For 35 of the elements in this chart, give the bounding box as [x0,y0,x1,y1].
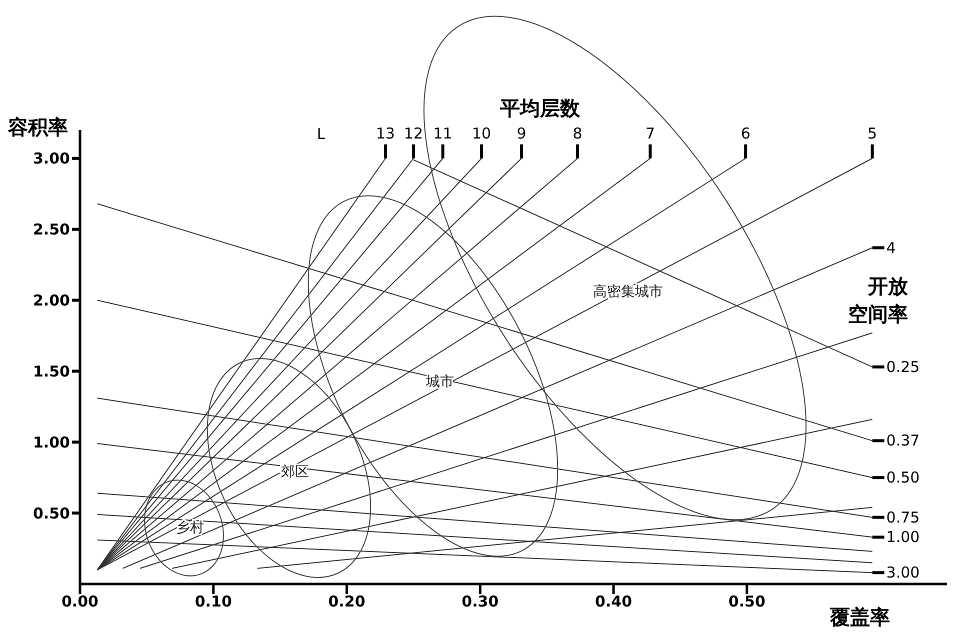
y-tick-label: 0.50 [32,504,70,522]
series-label: 0.25 [886,358,920,376]
x-tick-label: 0.50 [728,592,766,611]
series-label: 4 [886,238,896,257]
text: 平均层数 [499,95,581,122]
series-label: 3.00 [886,564,920,582]
series-label: 6 [740,124,750,142]
series-label: 1.00 [886,528,920,546]
y-tick-label: 1.50 [32,362,70,381]
x-axis-title: 覆盖率 [829,605,890,629]
series-label: 12 [404,124,424,142]
series-label: 0.50 [886,468,920,487]
annotation: 郊区 [281,464,309,480]
x-tick-label: 0.00 [61,592,99,611]
annotation: 开放空间率 [848,273,909,328]
y-tick-label: 2.00 [32,292,70,310]
series-label: 0.75 [886,508,920,526]
series-label: 0.37 [886,432,920,450]
series-label: 13 [376,124,395,142]
series-label: 8 [572,124,582,142]
x-tick-label: 0.20 [328,592,366,611]
y-axis-title: 容积率 [7,115,68,139]
series-label: 7 [645,124,655,142]
y-tick-label: 3.00 [32,150,70,168]
y-tick-label: 2.50 [32,220,70,239]
series-label: 9 [516,124,526,142]
series-label: 11 [433,124,452,142]
x-tick-label: 0.10 [194,592,232,611]
x-tick-label: 0.40 [595,592,632,611]
annotation: 乡村 [176,520,204,536]
x-tick-label: 0.30 [462,592,499,611]
y-tick-label: 1.00 [32,433,70,452]
series-label: 10 [472,124,492,142]
series-label: 5 [868,124,878,142]
annotation: L [316,124,326,145]
